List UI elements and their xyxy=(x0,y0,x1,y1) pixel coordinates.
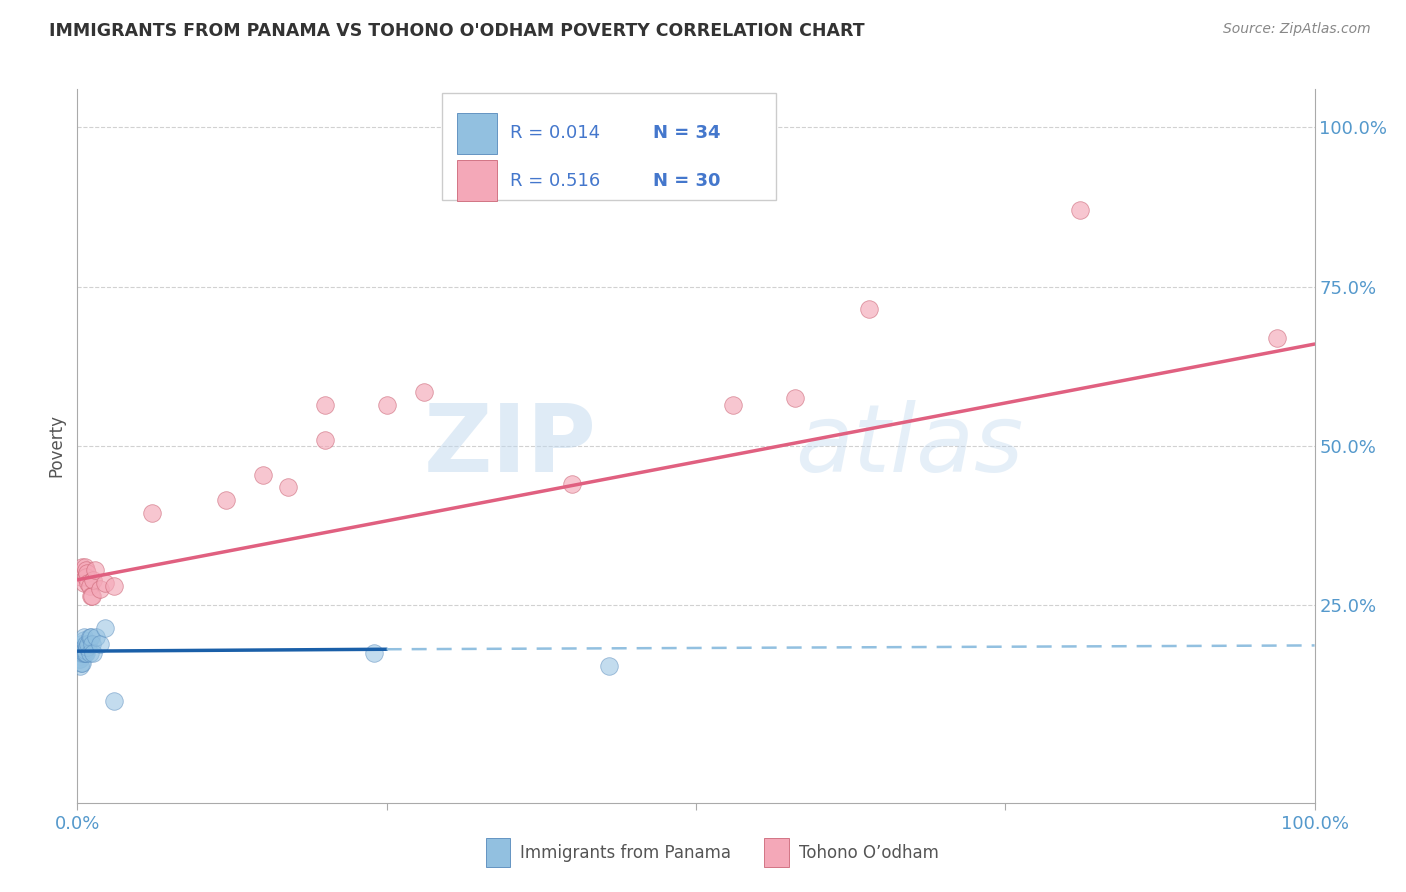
Point xyxy=(93,576,115,591)
Text: N = 30: N = 30 xyxy=(652,171,720,189)
Text: Source: ZipAtlas.com: Source: ZipAtlas.com xyxy=(1223,22,1371,37)
Point xyxy=(82,573,104,587)
Point xyxy=(215,493,238,508)
Point xyxy=(72,656,94,670)
Point xyxy=(1267,331,1289,345)
Point xyxy=(363,646,385,660)
Point xyxy=(375,398,398,412)
Point xyxy=(252,467,274,482)
Point xyxy=(103,694,125,708)
Point xyxy=(72,576,94,591)
Point xyxy=(314,398,336,412)
Y-axis label: Poverty: Poverty xyxy=(48,415,66,477)
Point xyxy=(277,480,299,494)
FancyBboxPatch shape xyxy=(485,838,510,867)
Point xyxy=(82,589,104,603)
Point xyxy=(70,636,93,650)
Point xyxy=(73,560,96,574)
Point xyxy=(72,633,94,648)
Point xyxy=(82,646,104,660)
Point xyxy=(72,630,94,644)
Point xyxy=(412,384,434,399)
Point xyxy=(72,646,94,660)
Text: IMMIGRANTS FROM PANAMA VS TOHONO O'ODHAM POVERTY CORRELATION CHART: IMMIGRANTS FROM PANAMA VS TOHONO O'ODHAM… xyxy=(49,22,865,40)
Point xyxy=(79,579,101,593)
Text: R = 0.014: R = 0.014 xyxy=(510,125,600,143)
Point xyxy=(77,636,100,650)
Point xyxy=(67,652,90,666)
Text: Immigrants from Panama: Immigrants from Panama xyxy=(520,844,731,862)
Point xyxy=(598,658,620,673)
Point xyxy=(67,646,90,660)
Point xyxy=(72,560,94,574)
Text: R = 0.516: R = 0.516 xyxy=(510,171,600,189)
Point xyxy=(80,630,103,644)
Text: Tohono O’odham: Tohono O’odham xyxy=(799,844,939,862)
Point xyxy=(69,652,91,666)
Point xyxy=(79,630,101,644)
Point xyxy=(783,391,806,405)
FancyBboxPatch shape xyxy=(457,112,496,154)
Point xyxy=(76,640,98,654)
Point xyxy=(70,569,93,583)
Point xyxy=(93,621,115,635)
Point xyxy=(73,646,96,660)
Text: ZIP: ZIP xyxy=(425,400,598,492)
Point xyxy=(75,636,97,650)
Point xyxy=(70,640,93,654)
Point xyxy=(89,636,111,650)
Point xyxy=(84,630,107,644)
FancyBboxPatch shape xyxy=(763,838,789,867)
Point xyxy=(79,646,101,660)
Point xyxy=(721,398,744,412)
Point xyxy=(70,646,93,660)
Point xyxy=(75,569,97,583)
Point xyxy=(69,649,91,664)
Point xyxy=(75,646,97,660)
Point xyxy=(69,646,91,660)
Point xyxy=(83,563,105,577)
Point xyxy=(72,646,94,660)
Point xyxy=(76,566,98,581)
Text: N = 34: N = 34 xyxy=(652,125,720,143)
FancyBboxPatch shape xyxy=(457,160,496,202)
Point xyxy=(72,643,94,657)
FancyBboxPatch shape xyxy=(443,93,776,200)
Text: atlas: atlas xyxy=(794,401,1024,491)
Point xyxy=(80,589,103,603)
Point xyxy=(1069,203,1091,218)
Point xyxy=(103,579,125,593)
Point xyxy=(141,506,163,520)
Point xyxy=(69,658,91,673)
Point xyxy=(73,643,96,657)
Point xyxy=(67,643,90,657)
Point xyxy=(75,563,97,577)
Point xyxy=(82,636,104,650)
Point xyxy=(858,301,880,316)
Point xyxy=(70,656,93,670)
Point xyxy=(89,582,111,597)
Point xyxy=(77,576,100,591)
Point xyxy=(314,433,336,447)
Point xyxy=(561,477,583,491)
